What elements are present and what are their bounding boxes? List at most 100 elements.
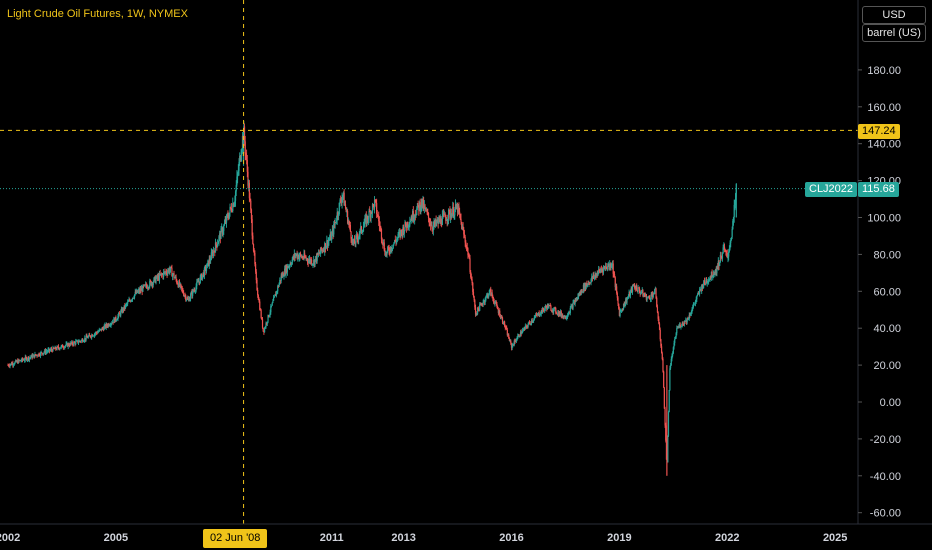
candle-body — [439, 218, 441, 222]
candle-body — [181, 288, 183, 290]
candle-body — [64, 346, 66, 348]
candle-body — [508, 338, 511, 342]
candle-body — [534, 316, 536, 318]
candle-body — [648, 296, 650, 298]
candle-body — [626, 298, 628, 303]
candle-body — [491, 292, 493, 297]
candle-body — [434, 219, 437, 225]
candle-body — [630, 288, 632, 291]
candle-body — [729, 242, 731, 249]
candle-body — [542, 307, 544, 313]
candle-body — [515, 340, 517, 342]
candle-body — [54, 347, 56, 349]
candle-body — [675, 333, 677, 338]
candle-body — [306, 258, 309, 262]
candle-body — [449, 210, 451, 218]
unit-selector[interactable]: barrel (US) — [862, 24, 926, 42]
candle-body — [69, 343, 71, 346]
candle-body — [47, 349, 49, 352]
candle-body — [327, 241, 329, 247]
candle-body — [728, 251, 730, 257]
candle-body — [441, 215, 443, 225]
candle-body — [596, 273, 598, 276]
candle-body — [158, 275, 160, 281]
candle-body — [15, 360, 17, 362]
candle-body — [237, 170, 239, 174]
candle-body — [14, 361, 16, 365]
candle-body — [290, 264, 293, 265]
candle-body — [490, 288, 492, 296]
candle-body — [220, 228, 222, 239]
currency-selector[interactable]: USD — [862, 6, 926, 24]
candle-body — [719, 262, 721, 266]
candle-body — [669, 368, 671, 391]
candle-body — [41, 353, 44, 355]
candle-body — [664, 408, 666, 426]
candle-body — [662, 358, 664, 372]
candle-body — [616, 293, 618, 298]
y-tick-label: 140.00 — [867, 139, 901, 151]
candle-body — [349, 223, 351, 225]
candle-body — [650, 293, 652, 300]
candle-body — [239, 155, 241, 161]
candle-body — [399, 231, 401, 236]
candle-body — [692, 304, 695, 308]
candle-body — [59, 347, 62, 349]
candle-body — [543, 309, 545, 311]
candle-body — [9, 364, 11, 367]
candle-body — [637, 287, 639, 292]
candle-body — [407, 225, 410, 227]
candle-body — [717, 266, 719, 269]
candle-body — [292, 256, 294, 260]
time-axis[interactable]: 2002 2005 2011 2013 2016 2019 2022 2025 — [0, 523, 932, 544]
candle-body — [428, 218, 430, 224]
candle-body — [483, 300, 485, 303]
candle-body — [669, 365, 672, 369]
candle-body — [606, 268, 608, 270]
candle-body — [145, 284, 147, 285]
candle-body — [645, 294, 647, 300]
candle-body — [377, 215, 379, 217]
candle-body — [23, 359, 26, 361]
candle-body — [717, 261, 719, 269]
candle-body — [389, 247, 392, 253]
candle-body — [416, 203, 419, 209]
candle-body — [689, 314, 691, 316]
candle-body — [151, 282, 154, 286]
candle-body — [429, 223, 432, 226]
candle-body — [82, 339, 84, 342]
candle-body — [367, 215, 369, 220]
candle-body — [376, 203, 378, 214]
candle-body — [551, 310, 553, 312]
candle-body — [384, 250, 386, 256]
price-axis[interactable]: 180.00160.00140.00120.00100.0080.0060.00… — [857, 0, 901, 524]
candle-body — [663, 371, 665, 388]
candle-body — [460, 218, 462, 222]
candle-body — [317, 253, 320, 255]
candle-body — [224, 220, 226, 224]
candle-body — [638, 287, 640, 289]
candle-body — [589, 282, 591, 284]
x-tick-label: 2022 — [715, 532, 739, 544]
candle-body — [467, 248, 469, 256]
candle-body — [464, 236, 466, 243]
candle-body — [89, 335, 91, 337]
candle-body — [470, 271, 472, 278]
candle-body — [374, 199, 376, 201]
candle-body — [655, 288, 657, 299]
candle-body — [528, 322, 531, 324]
candle-body — [276, 291, 278, 293]
candle-body — [17, 359, 19, 364]
candle-body — [360, 226, 362, 230]
candle-body — [727, 256, 729, 258]
candle-body — [117, 315, 119, 320]
crosshair-price-label: 147.24 — [858, 124, 900, 139]
candle-body — [418, 202, 421, 211]
candle-body — [593, 276, 596, 278]
candle-body — [575, 297, 578, 302]
candle-body — [75, 341, 77, 344]
candle-body — [66, 343, 68, 345]
candle-body — [522, 329, 524, 331]
candle-body — [404, 221, 406, 231]
